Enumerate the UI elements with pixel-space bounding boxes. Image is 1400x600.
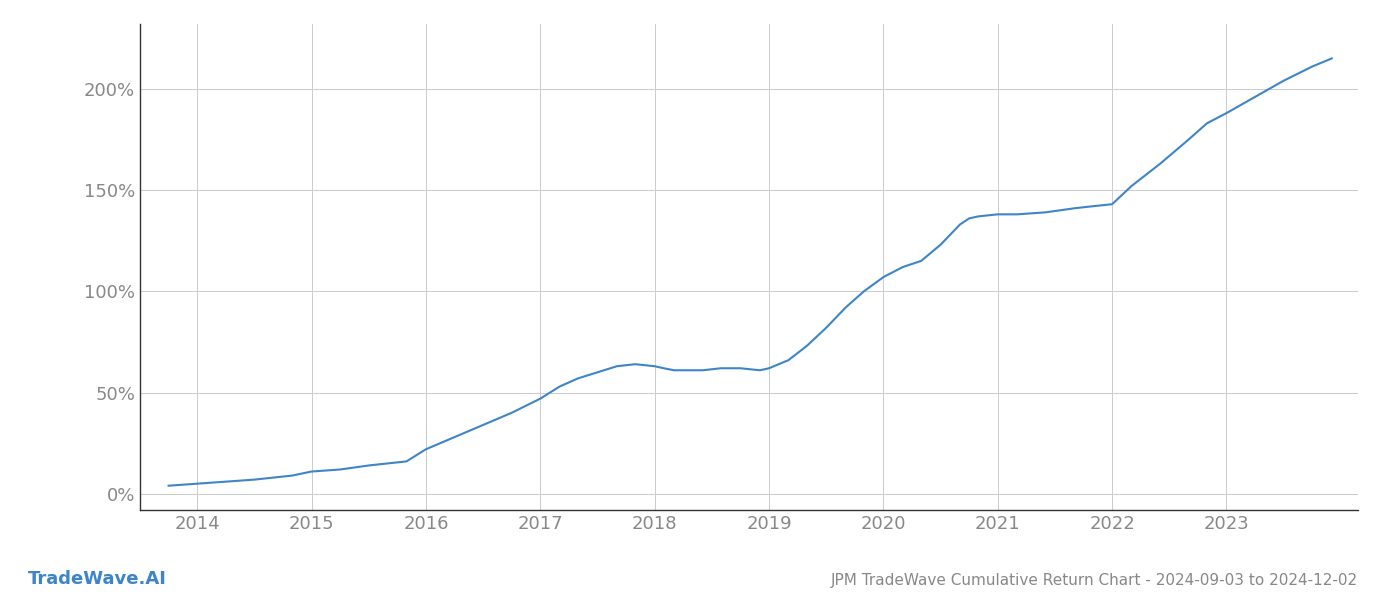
Text: TradeWave.AI: TradeWave.AI bbox=[28, 570, 167, 588]
Text: JPM TradeWave Cumulative Return Chart - 2024-09-03 to 2024-12-02: JPM TradeWave Cumulative Return Chart - … bbox=[830, 573, 1358, 588]
